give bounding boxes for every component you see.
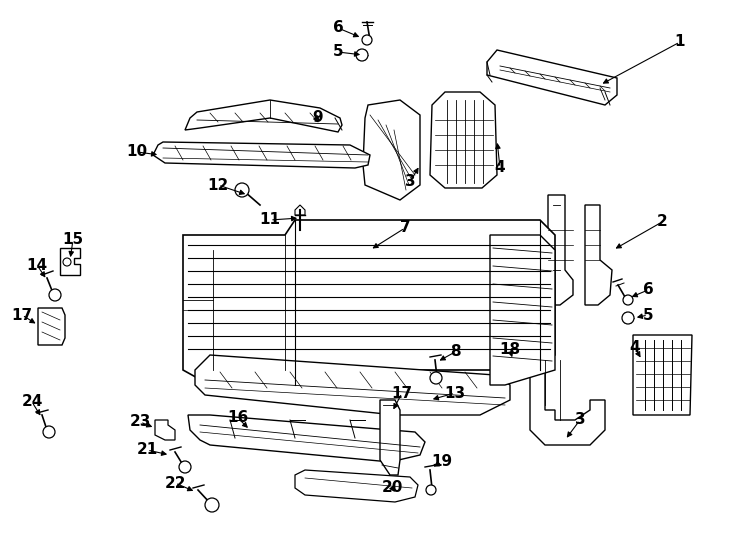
Text: 3: 3 <box>575 413 585 428</box>
Polygon shape <box>530 355 605 445</box>
Text: 19: 19 <box>432 455 453 469</box>
Polygon shape <box>295 205 305 215</box>
Text: 23: 23 <box>129 415 150 429</box>
Text: 10: 10 <box>126 145 148 159</box>
Polygon shape <box>60 248 80 275</box>
Text: 14: 14 <box>26 258 48 273</box>
Polygon shape <box>430 92 497 188</box>
Circle shape <box>235 183 249 197</box>
Text: 1: 1 <box>675 35 686 50</box>
Polygon shape <box>153 142 370 168</box>
Text: 15: 15 <box>62 233 84 247</box>
Polygon shape <box>183 220 555 385</box>
Circle shape <box>426 485 436 495</box>
Circle shape <box>430 372 442 384</box>
Polygon shape <box>155 420 175 440</box>
Polygon shape <box>38 308 65 345</box>
Circle shape <box>63 258 71 266</box>
Text: 6: 6 <box>643 282 653 298</box>
Circle shape <box>43 426 55 438</box>
Polygon shape <box>487 50 617 105</box>
Text: 11: 11 <box>260 213 280 227</box>
Polygon shape <box>540 195 573 305</box>
Text: 17: 17 <box>12 307 32 322</box>
Text: 22: 22 <box>164 476 186 490</box>
Text: 16: 16 <box>228 410 249 426</box>
Text: 4: 4 <box>495 160 505 176</box>
Text: 2: 2 <box>657 214 667 230</box>
Polygon shape <box>633 335 692 415</box>
Text: 8: 8 <box>450 345 460 360</box>
Text: 3: 3 <box>404 174 415 190</box>
Text: 4: 4 <box>630 341 640 355</box>
Polygon shape <box>185 100 342 132</box>
Text: 5: 5 <box>333 44 344 59</box>
Text: 5: 5 <box>643 307 653 322</box>
Text: 18: 18 <box>499 342 520 357</box>
Text: 20: 20 <box>381 481 403 496</box>
Text: 17: 17 <box>391 386 413 401</box>
Text: 12: 12 <box>208 178 228 192</box>
Polygon shape <box>195 355 510 415</box>
Polygon shape <box>295 470 418 502</box>
Text: 7: 7 <box>400 220 410 235</box>
Text: 21: 21 <box>137 442 158 457</box>
Polygon shape <box>380 400 400 475</box>
Text: 24: 24 <box>21 395 43 409</box>
Polygon shape <box>490 235 555 385</box>
Circle shape <box>205 498 219 512</box>
Circle shape <box>623 295 633 305</box>
Circle shape <box>49 289 61 301</box>
Circle shape <box>356 49 368 61</box>
Polygon shape <box>585 205 612 305</box>
Polygon shape <box>363 100 420 200</box>
Text: 13: 13 <box>445 386 465 401</box>
Circle shape <box>622 312 634 324</box>
Circle shape <box>179 461 191 473</box>
Text: 9: 9 <box>313 111 323 125</box>
Polygon shape <box>188 415 425 462</box>
Circle shape <box>362 35 372 45</box>
Text: 6: 6 <box>333 21 344 36</box>
